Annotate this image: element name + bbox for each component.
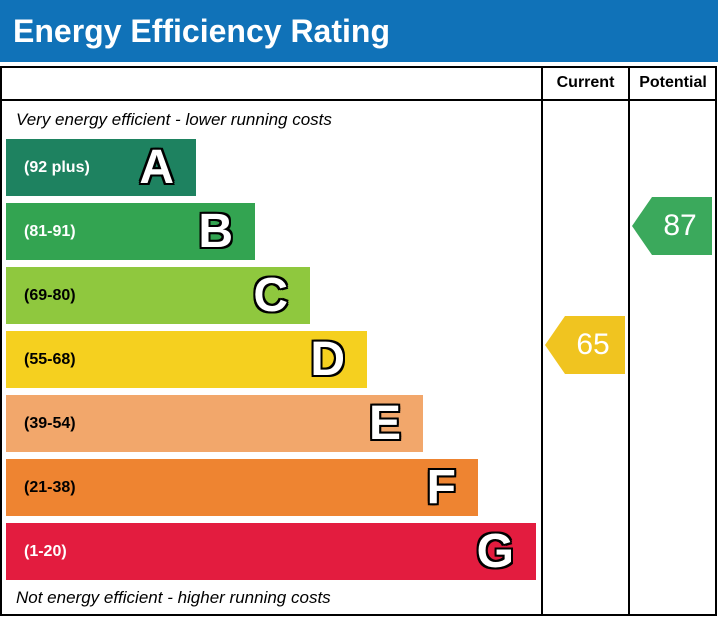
potential-rating-value: 87: [663, 209, 697, 242]
band-letter-d: D: [310, 332, 345, 386]
bottom-note: Not energy efficient - higher running co…: [16, 588, 331, 607]
band-range-e: (39-54): [24, 414, 76, 432]
column-divider-potential: [628, 66, 630, 616]
column-divider-current: [541, 66, 543, 616]
band-letter-g: G: [476, 524, 514, 578]
band-letter-f: F: [426, 460, 456, 514]
band-row-c: (69-80) C: [6, 267, 310, 324]
band-letter-b: B: [198, 204, 233, 258]
band-row-g: (1-20) G: [6, 523, 536, 580]
band-row-e: (39-54) E: [6, 395, 423, 452]
band-letter-c: C: [253, 268, 288, 322]
page-title: Energy Efficiency Rating: [13, 12, 390, 49]
band-row-a: (92 plus) A: [6, 139, 196, 196]
band-range-b: (81-91): [24, 222, 76, 240]
title-bar: Energy Efficiency Rating: [0, 0, 718, 62]
column-header-potential: Potential: [639, 74, 707, 91]
column-header-current: Current: [556, 74, 615, 91]
chart-frame: [0, 66, 717, 616]
band-letter-a: A: [139, 140, 174, 194]
header-divider: [0, 99, 717, 101]
band-range-c: (69-80): [24, 286, 76, 304]
band-range-g: (1-20): [24, 542, 67, 560]
band-row-f: (21-38) F: [6, 459, 478, 516]
band-row-d: (55-68) D: [6, 331, 367, 388]
band-row-b: (81-91) B: [6, 203, 255, 260]
band-range-f: (21-38): [24, 478, 76, 496]
band-letter-e: E: [368, 396, 401, 450]
current-rating-value: 65: [576, 328, 610, 361]
band-range-a: (92 plus): [24, 158, 90, 176]
top-note: Very energy efficient - lower running co…: [16, 110, 332, 129]
potential-rating-marker: 87: [632, 197, 712, 255]
band-range-d: (55-68): [24, 350, 76, 368]
